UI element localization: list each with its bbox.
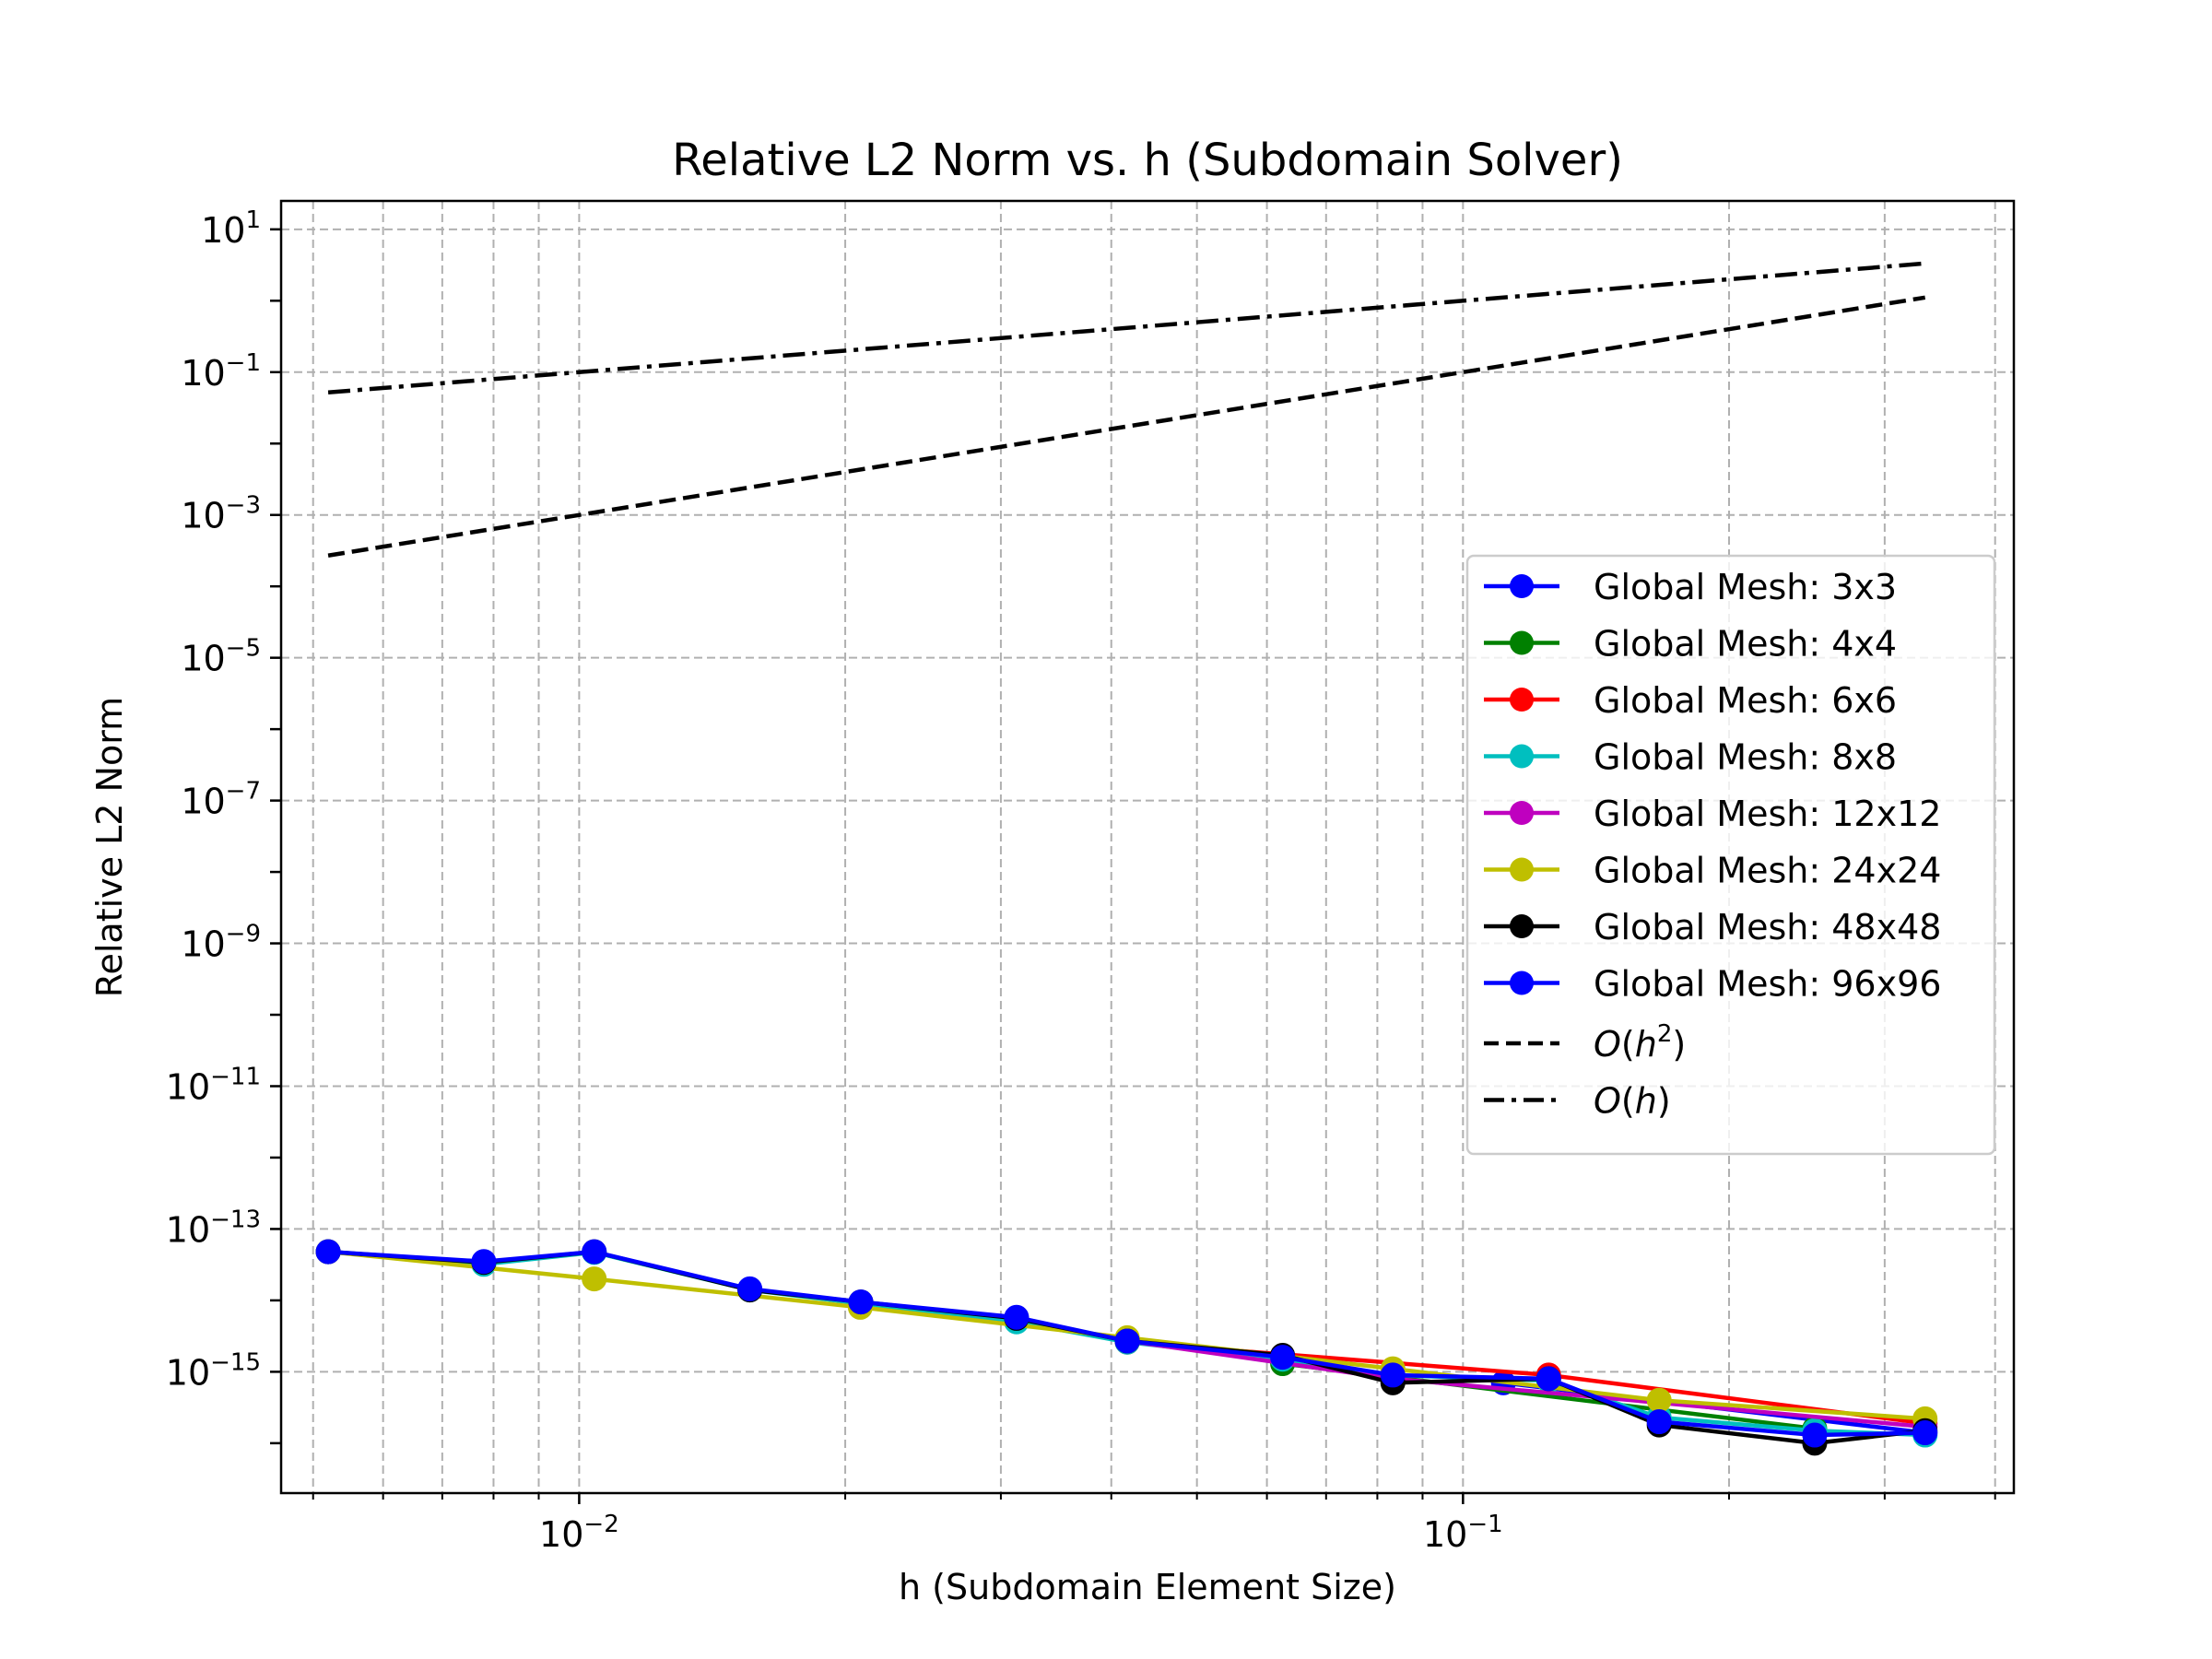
- legend-item: Global Mesh: 24x24: [1484, 851, 1941, 891]
- y-tick-base: 10: [201, 210, 245, 251]
- x-tick-label: 10−2: [539, 1511, 619, 1555]
- y-tick-exp: −5: [226, 635, 261, 663]
- y-tick-base: 10: [166, 1066, 210, 1107]
- data-point: [1646, 1387, 1672, 1413]
- data-point: [1004, 1304, 1030, 1330]
- x-tick-base: 10: [1423, 1514, 1467, 1555]
- series-layer: [315, 261, 1938, 1456]
- x-axis-label: h (Subdomain Element Size): [899, 1567, 1396, 1607]
- legend-label: O(h): [1594, 1081, 1671, 1122]
- legend-label: Global Mesh: 8x8: [1594, 737, 1897, 778]
- legend-item: Global Mesh: 96x96: [1484, 964, 1941, 1005]
- series-8: [327, 295, 1926, 558]
- x-tick-exp: −1: [1467, 1511, 1502, 1538]
- legend-item: Global Mesh: 6x6: [1484, 680, 1897, 721]
- data-point: [1646, 1409, 1672, 1435]
- y-tick-base: 10: [166, 1209, 210, 1250]
- legend-swatch-marker: [1510, 744, 1534, 769]
- legend-item: Global Mesh: 8x8: [1484, 737, 1897, 778]
- legend-item: O(h): [1484, 1081, 1671, 1122]
- legend-label: Global Mesh: 12x12: [1594, 794, 1941, 834]
- y-tick-exp: −7: [226, 778, 261, 806]
- legend-swatch-marker: [1510, 688, 1534, 712]
- series-line: [327, 295, 1926, 558]
- legend-label-main: O: [1594, 1024, 1621, 1065]
- y-tick-exp: 1: [245, 206, 261, 234]
- y-tick-label: 10−7: [181, 778, 261, 822]
- y-tick-base: 10: [181, 639, 225, 679]
- y-tick-label: 10−15: [166, 1348, 261, 1393]
- y-tick-base: 10: [181, 353, 225, 394]
- legend: Global Mesh: 3x3 Global Mesh: 4x4 Global M…: [1465, 554, 1996, 1156]
- y-tick-label: 101: [201, 206, 261, 251]
- legend-swatch-marker: [1510, 857, 1534, 882]
- legend-box: [1465, 554, 1996, 1156]
- legend-item: Global Mesh: 4x4: [1484, 624, 1897, 665]
- y-tick-label: 10−9: [181, 921, 261, 965]
- legend-label: Global Mesh: 48x48: [1594, 907, 1941, 947]
- y-tick-base: 10: [181, 924, 225, 965]
- legend-label: O(h2): [1594, 1020, 1686, 1065]
- y-tick-exp: −13: [210, 1206, 261, 1233]
- data-point: [1380, 1362, 1406, 1388]
- ticks: 10−2 10−110110−110−310−510−710−910−1110−1…: [166, 206, 1996, 1555]
- series-line: [327, 261, 1925, 395]
- data-point: [582, 1266, 607, 1292]
- y-tick-label: 10−13: [166, 1206, 261, 1250]
- legend-swatch-marker: [1510, 630, 1534, 655]
- data-point: [1114, 1328, 1140, 1354]
- data-point: [582, 1239, 607, 1265]
- plot-frame: [279, 199, 2016, 1495]
- legend-label-sup: 2: [1657, 1020, 1673, 1048]
- legend-item: O(h2): [1484, 1020, 1686, 1065]
- series-7: [315, 1239, 1938, 1448]
- data-point: [1270, 1345, 1296, 1371]
- data-point: [471, 1249, 497, 1275]
- y-tick-exp: −1: [226, 349, 261, 377]
- x-tick-base: 10: [539, 1514, 583, 1555]
- legend-item: Global Mesh: 48x48: [1484, 907, 1941, 947]
- legend-label: Global Mesh: 4x4: [1594, 624, 1897, 665]
- legend-swatch-marker: [1510, 801, 1534, 825]
- chart-title: Relative L2 Norm vs. h (Subdomain Solver…: [672, 135, 1623, 186]
- legend-label: Global Mesh: 3x3: [1594, 567, 1897, 607]
- series-9: [327, 261, 1925, 395]
- data-point: [1535, 1366, 1561, 1392]
- y-tick-exp: −15: [210, 1348, 261, 1376]
- legend-swatch-marker: [1510, 971, 1534, 995]
- legend-swatch-marker: [1510, 914, 1534, 938]
- data-point: [1912, 1420, 1938, 1446]
- legend-label-main: O: [1594, 1081, 1621, 1122]
- y-tick-base: 10: [181, 496, 225, 536]
- legend-label: Global Mesh: 6x6: [1594, 680, 1897, 721]
- y-tick-base: 10: [166, 1352, 210, 1393]
- x-tick-label: 10−1: [1423, 1511, 1503, 1555]
- legend-item: Global Mesh: 3x3: [1484, 567, 1897, 607]
- data-point: [315, 1239, 341, 1265]
- data-point: [737, 1276, 763, 1301]
- y-tick-label: 10−1: [181, 349, 261, 394]
- legend-label: Global Mesh: 24x24: [1594, 851, 1941, 891]
- legend-item: Global Mesh: 12x12: [1484, 794, 1941, 834]
- y-tick-label: 10−11: [166, 1063, 261, 1107]
- data-point: [1802, 1422, 1828, 1448]
- y-tick-base: 10: [181, 782, 225, 822]
- y-tick-exp: −9: [226, 921, 261, 948]
- y-tick-exp: −11: [210, 1063, 261, 1090]
- x-tick-exp: −2: [583, 1511, 618, 1538]
- data-point: [848, 1289, 874, 1315]
- legend-label: Global Mesh: 96x96: [1594, 964, 1941, 1005]
- y-tick-label: 10−5: [181, 635, 261, 679]
- legend-label-arg: h: [1635, 1081, 1657, 1122]
- y-tick-label: 10−3: [181, 492, 261, 536]
- y-tick-exp: −3: [226, 492, 261, 520]
- legend-label-arg: h: [1635, 1024, 1657, 1065]
- legend-swatch-marker: [1510, 574, 1534, 598]
- y-axis-label: Relative L2 Norm: [89, 697, 130, 997]
